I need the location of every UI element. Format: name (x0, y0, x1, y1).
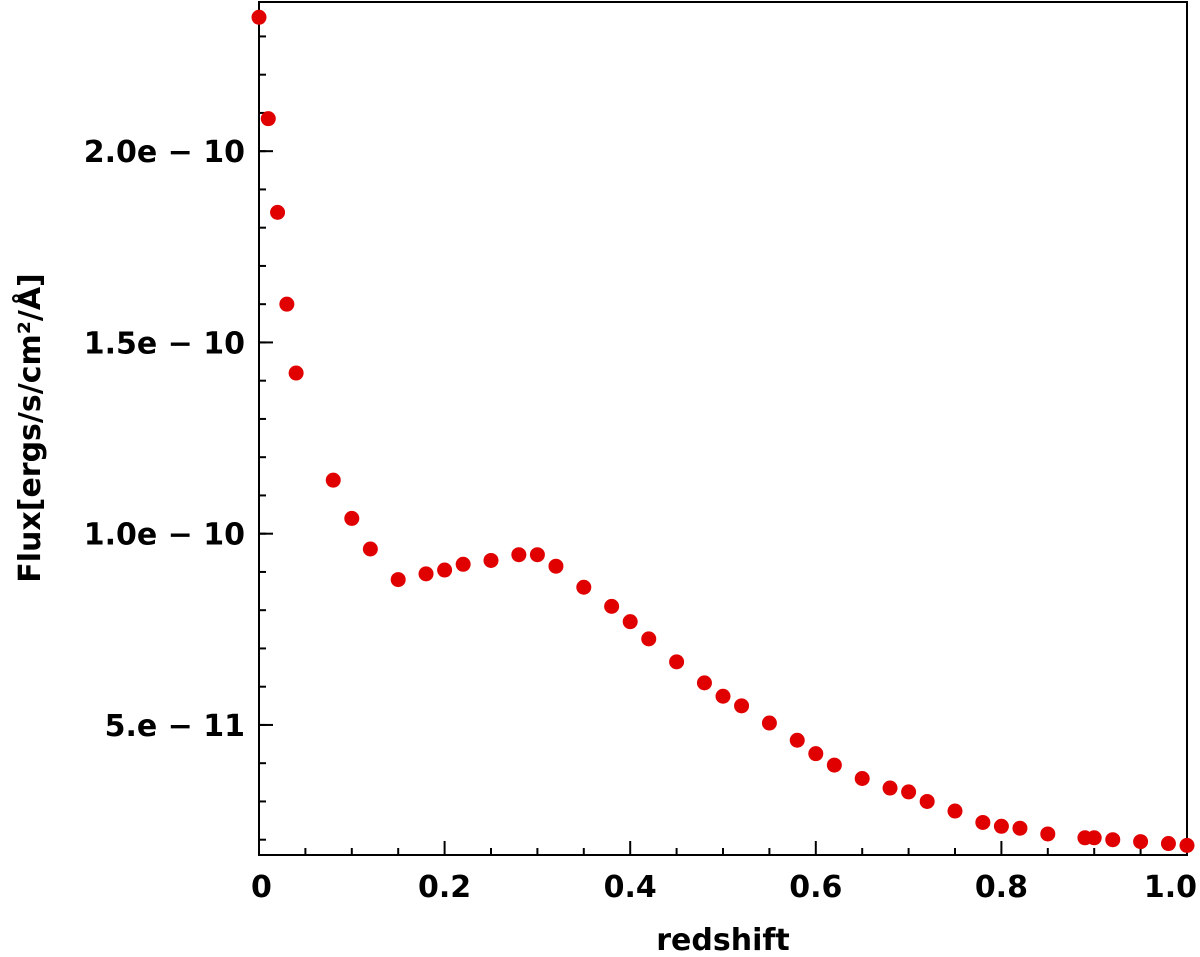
x-tick-label: 1.0 (1144, 870, 1197, 905)
data-point (901, 784, 917, 800)
data-point (529, 547, 545, 563)
data-point (483, 552, 499, 568)
data-point (344, 510, 360, 526)
data-point (669, 654, 685, 670)
data-point (1160, 836, 1176, 852)
data-point (696, 675, 712, 691)
data-points (251, 9, 1195, 853)
data-point (734, 698, 750, 714)
data-point (260, 111, 276, 127)
data-point (437, 562, 453, 578)
data-point (1105, 832, 1121, 848)
data-point (919, 793, 935, 809)
data-point (604, 598, 620, 614)
data-point (511, 547, 527, 563)
data-point (279, 296, 295, 312)
data-point (418, 566, 434, 582)
data-point (1040, 826, 1056, 842)
x-tick-label: 0 (251, 870, 272, 905)
data-point (325, 472, 341, 488)
data-point (362, 541, 378, 557)
x-axis: 0 0.2 0.4 0.6 0.8 1.0 (251, 841, 1197, 905)
data-point (288, 365, 304, 381)
data-point (826, 757, 842, 773)
y-tick-label: 2.0e − 10 (84, 135, 245, 170)
y-axis: 5.e − 11 1.0e − 10 1.5e − 10 2.0e − 10 (84, 35, 273, 841)
data-point (251, 9, 267, 25)
data-point (715, 688, 731, 704)
data-point (622, 614, 638, 630)
data-point (390, 572, 406, 588)
data-point (789, 732, 805, 748)
data-point (993, 818, 1009, 834)
y-tick-label: 5.e − 11 (105, 709, 245, 744)
data-point (761, 715, 777, 731)
data-point (882, 780, 898, 796)
plot-frame (258, 1, 1188, 856)
data-point (270, 204, 286, 220)
data-point (854, 770, 870, 786)
x-tick-label: 0.2 (418, 870, 471, 905)
y-tick-label: 1.0e − 10 (84, 518, 245, 553)
data-point (1179, 837, 1195, 853)
x-tick-label: 0.6 (789, 870, 842, 905)
data-point (455, 556, 471, 572)
data-point (1012, 820, 1028, 836)
data-point (548, 558, 564, 574)
data-point (1133, 834, 1149, 850)
data-point (641, 631, 657, 647)
data-point (576, 579, 592, 595)
data-point (808, 746, 824, 762)
y-axis-title: Flux[ergs/s/cm²/Å] (11, 273, 48, 583)
data-point (947, 803, 963, 819)
data-point (975, 814, 991, 830)
data-point (1086, 830, 1102, 846)
x-tick-label: 0.4 (604, 870, 657, 905)
y-tick-label: 1.5e − 10 (84, 326, 245, 361)
x-axis-title: redshift (656, 923, 790, 957)
x-tick-label: 0.8 (975, 870, 1028, 905)
